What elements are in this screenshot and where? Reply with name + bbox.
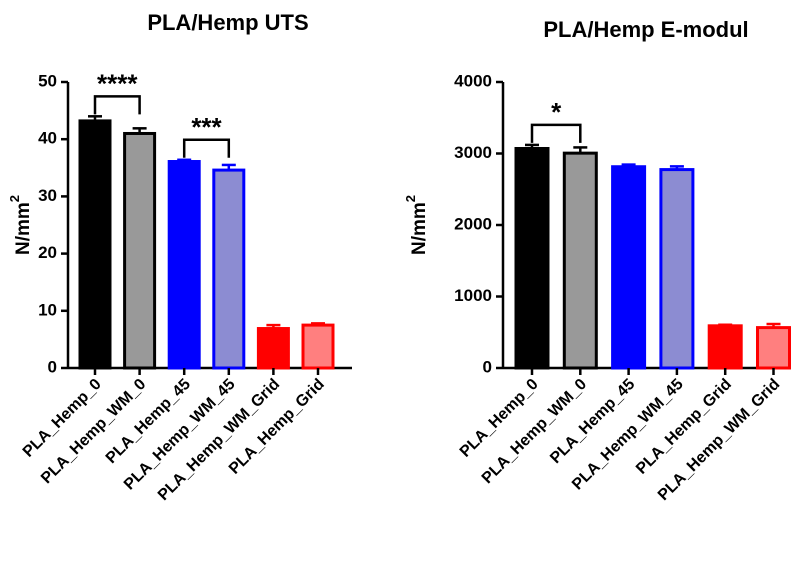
y-tick-label: 0 bbox=[483, 357, 492, 376]
y-axis-label-text: N/mm bbox=[409, 202, 430, 255]
y-tick-label: 50 bbox=[38, 71, 57, 90]
y-tick-label: 1000 bbox=[454, 286, 492, 305]
significance-label: *** bbox=[191, 112, 222, 142]
y-axis-label-superscript: 2 bbox=[403, 195, 418, 202]
x-tick-label: PLA_Hemp_0 bbox=[20, 376, 105, 461]
y-tick-label: 20 bbox=[38, 243, 57, 262]
y-tick-label: 2000 bbox=[454, 214, 492, 233]
significance-bracket bbox=[182, 138, 231, 158]
y-tick-label: 0 bbox=[48, 357, 57, 376]
bar bbox=[167, 160, 201, 370]
e-modul-chart: PLA/Hemp E-modul N/mm2 0 1000 2000 3000 4000 PL… bbox=[403, 17, 791, 504]
chart-title: PLA/Hemp UTS bbox=[147, 10, 308, 35]
y-tick-label: 10 bbox=[38, 300, 57, 319]
x-tick-label: PLA_Hemp_45 bbox=[547, 376, 638, 467]
y-axis-label: N/mm2 bbox=[7, 195, 34, 255]
y-axis-label-superscript: 2 bbox=[7, 195, 22, 202]
y-tick-label: 4000 bbox=[454, 71, 492, 90]
uts-chart: PLA/Hemp UTSN/mm201020304050PLA_Hemp_0PL… bbox=[7, 10, 352, 504]
significance-bracket bbox=[93, 95, 141, 115]
bar bbox=[562, 151, 598, 370]
bar bbox=[212, 168, 246, 370]
y-tick-label: 30 bbox=[38, 186, 57, 205]
bar bbox=[707, 324, 743, 370]
bar bbox=[123, 131, 157, 370]
bar bbox=[659, 168, 695, 370]
y-axis-label-text: N/mm bbox=[13, 202, 34, 255]
significance-label: **** bbox=[97, 68, 138, 98]
significance-bracket bbox=[530, 123, 582, 143]
bar bbox=[756, 326, 791, 370]
bar bbox=[256, 327, 290, 370]
significance-label: * bbox=[551, 97, 562, 127]
chart-title: PLA/Hemp E-modul bbox=[543, 17, 748, 42]
y-tick-label: 3000 bbox=[454, 143, 492, 162]
bar bbox=[78, 119, 112, 370]
bar bbox=[514, 146, 550, 370]
y-tick-label: 40 bbox=[38, 129, 57, 148]
bar bbox=[611, 165, 647, 370]
y-axis-label: N/mm2 bbox=[403, 195, 430, 255]
bar bbox=[301, 323, 335, 370]
